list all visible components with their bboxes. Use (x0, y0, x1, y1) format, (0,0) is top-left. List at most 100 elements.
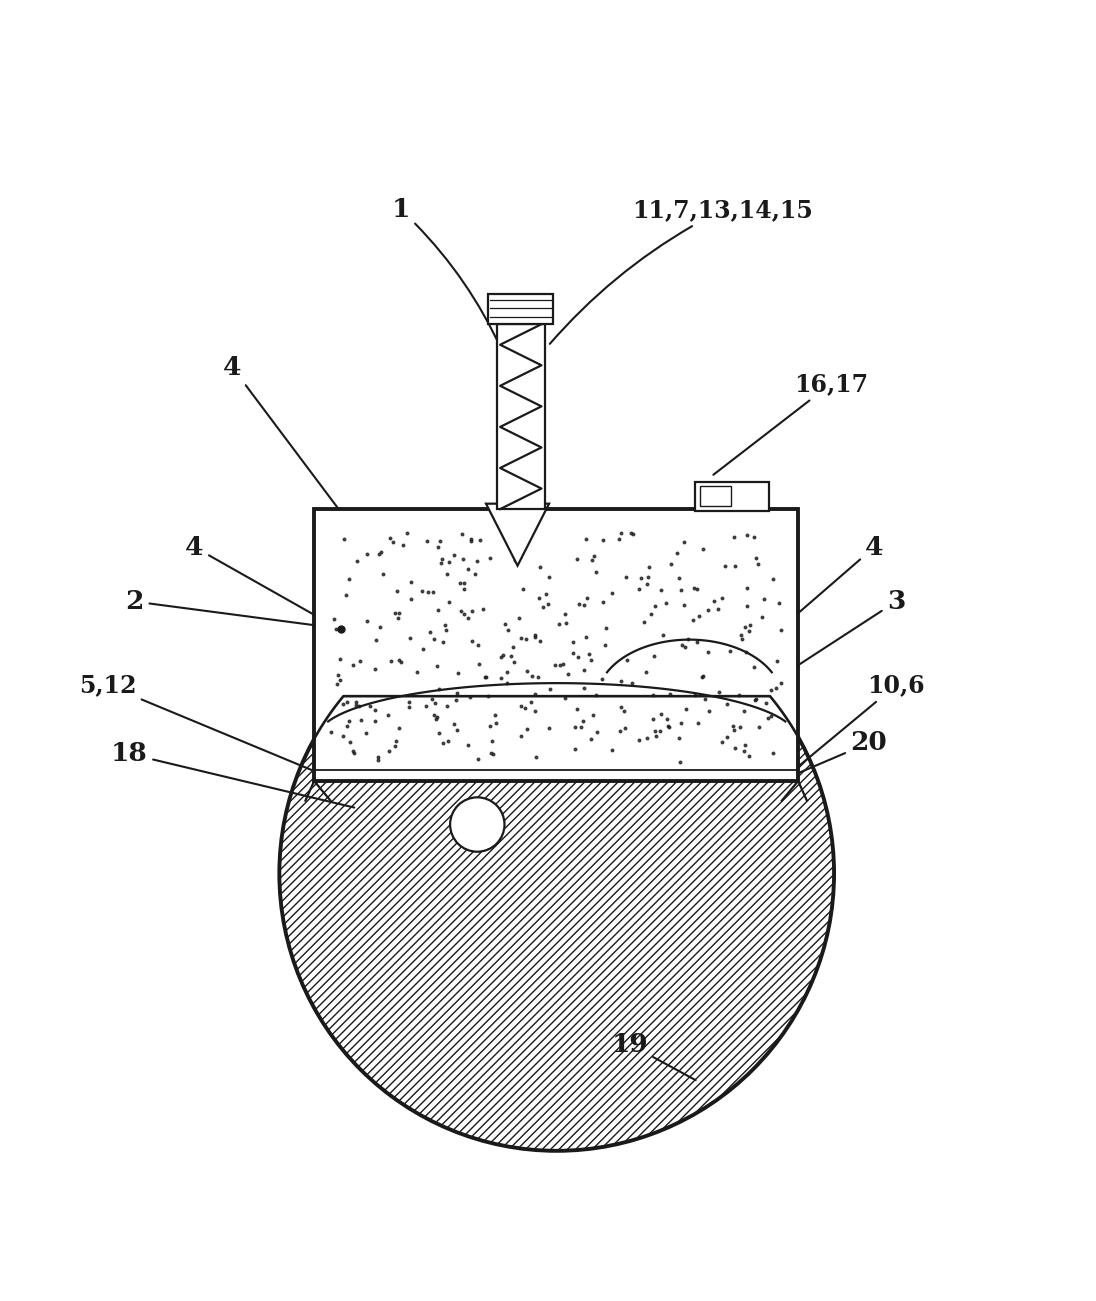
Text: 4: 4 (224, 355, 345, 518)
Point (390, 602, 408, 623)
Point (670, 729, 687, 749)
Point (439, 552, 457, 572)
Point (558, 613, 575, 634)
Point (733, 628, 751, 649)
Point (459, 735, 477, 756)
Point (327, 618, 344, 639)
Point (612, 523, 629, 544)
Point (434, 632, 452, 653)
Point (767, 678, 785, 699)
Bar (496, 324, 545, 509)
Point (713, 587, 731, 608)
Text: 18: 18 (111, 742, 354, 808)
Text: 16,17: 16,17 (713, 372, 868, 475)
Point (454, 524, 471, 545)
Text: 5,12: 5,12 (79, 674, 322, 774)
Point (540, 567, 558, 588)
Point (433, 553, 450, 574)
Point (425, 630, 443, 650)
Point (345, 742, 363, 762)
Point (468, 550, 486, 571)
Point (652, 579, 670, 600)
Point (463, 631, 480, 652)
Point (727, 738, 744, 758)
Point (555, 653, 572, 674)
Point (526, 700, 544, 721)
Point (416, 696, 434, 717)
Point (625, 523, 642, 544)
Point (424, 582, 442, 602)
Point (659, 708, 676, 729)
Point (526, 624, 544, 645)
Point (386, 735, 403, 756)
Point (452, 600, 469, 621)
Point (341, 731, 358, 752)
Point (477, 666, 494, 687)
Point (617, 718, 635, 739)
Point (639, 566, 657, 587)
Point (564, 643, 582, 664)
Point (773, 673, 790, 693)
Polygon shape (486, 503, 549, 566)
Point (540, 718, 558, 739)
Point (381, 528, 399, 549)
Point (773, 619, 790, 640)
Point (747, 688, 765, 709)
Point (746, 690, 764, 710)
Point (502, 645, 520, 666)
Point (541, 679, 559, 700)
Point (550, 614, 568, 635)
Point (613, 671, 630, 692)
Point (530, 557, 548, 578)
Point (535, 597, 552, 618)
Bar (315, 509, 798, 781)
Point (512, 726, 529, 747)
Point (328, 674, 345, 695)
Circle shape (279, 596, 834, 1151)
Point (644, 686, 662, 706)
Point (642, 604, 660, 624)
Point (604, 583, 621, 604)
Point (547, 654, 564, 675)
Point (385, 532, 402, 553)
Point (441, 592, 458, 613)
Point (675, 532, 693, 553)
Point (756, 692, 774, 713)
Point (624, 673, 641, 693)
Point (483, 744, 501, 765)
Point (676, 636, 694, 657)
Point (430, 598, 447, 619)
Point (613, 696, 630, 717)
Point (347, 692, 365, 713)
Point (630, 730, 648, 751)
Point (694, 539, 711, 559)
Point (745, 527, 763, 548)
Point (481, 716, 499, 736)
Point (726, 556, 743, 576)
Point (568, 699, 585, 719)
Point (709, 598, 727, 619)
Point (469, 635, 487, 656)
Point (516, 697, 534, 718)
Point (347, 695, 365, 716)
Point (739, 578, 756, 598)
Point (413, 580, 431, 601)
Point (658, 593, 675, 614)
Point (430, 722, 447, 743)
Point (737, 735, 754, 756)
Point (637, 661, 654, 682)
Point (699, 700, 717, 721)
Point (334, 726, 352, 747)
Point (570, 595, 587, 615)
Point (448, 683, 466, 704)
Point (370, 617, 388, 637)
Point (570, 647, 587, 667)
Point (455, 604, 472, 624)
Point (654, 624, 672, 645)
Point (447, 690, 465, 710)
Point (696, 688, 713, 709)
Point (762, 705, 779, 726)
Point (380, 740, 398, 761)
Point (456, 572, 473, 593)
Point (537, 584, 555, 605)
